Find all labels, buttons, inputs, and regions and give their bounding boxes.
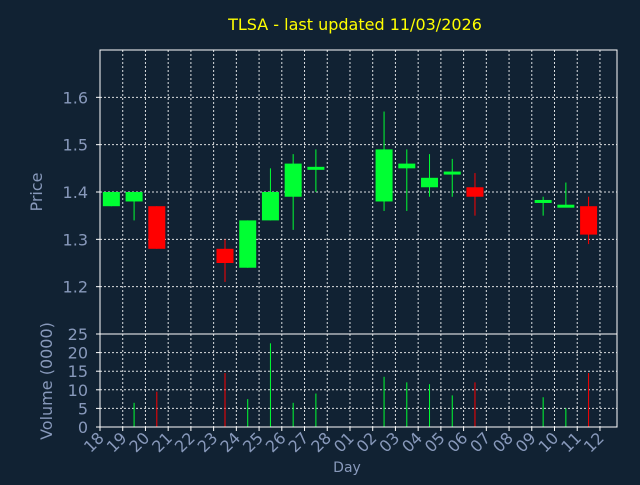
price-gridlines: [96, 50, 617, 334]
volume-axis-label: Volume (0000): [37, 322, 56, 440]
price-tick-label: 1.3: [63, 230, 88, 249]
candle-body: [261, 192, 279, 221]
volume-panel-frame: [99, 333, 618, 428]
candle-body: [421, 177, 439, 188]
candle-body: [534, 199, 552, 203]
price-tick-label: 1.6: [63, 88, 88, 107]
day-tick-labels: 1819202122232425262728010203040506070809…: [80, 427, 608, 456]
candle-body: [443, 171, 461, 175]
price-tick-label: 1.5: [63, 136, 88, 155]
volume-gridlines: [96, 333, 617, 428]
candle-body: [580, 206, 598, 235]
volume-tick-label: 20: [68, 344, 88, 363]
candle-body: [557, 204, 575, 208]
candle-body: [284, 163, 302, 197]
candle-body: [307, 166, 325, 170]
candle-body: [148, 206, 166, 249]
day-tick-label: 12: [580, 428, 608, 456]
volume-tick-label: 25: [68, 325, 88, 344]
volume-tick-label: 0: [78, 418, 88, 437]
candle-body: [239, 220, 257, 268]
volume-tick-label: 15: [68, 362, 88, 381]
day-axis-label: Day: [333, 460, 361, 476]
candle-body: [125, 192, 143, 202]
candle-body: [102, 192, 120, 207]
candle-body: [398, 163, 416, 169]
price-tick-label: 1.4: [63, 183, 88, 202]
price-tick-label: 1.2: [63, 278, 88, 297]
candle-body: [216, 248, 234, 263]
price-axis-label: Price: [27, 172, 46, 211]
candle-body: [375, 149, 393, 202]
price-tick-labels: 1.2 1.3 1.4 1.5 1.6: [63, 88, 88, 296]
candle-body: [466, 187, 484, 197]
chart-title: TLSA - last updated 11/03/2026: [227, 15, 482, 34]
volume-tick-label: 10: [68, 381, 88, 400]
volume-series: [133, 343, 590, 427]
volume-tick-label: 5: [78, 399, 88, 418]
candlestick-series: [102, 111, 598, 282]
